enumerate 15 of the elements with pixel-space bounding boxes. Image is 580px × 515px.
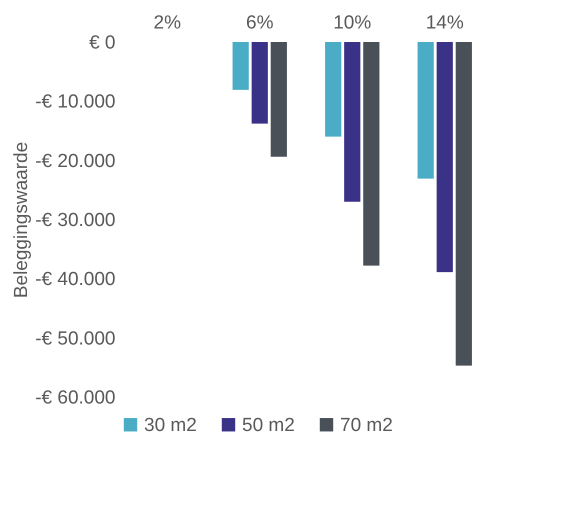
- x-tick-label: 2%: [154, 12, 182, 34]
- y-tick-label: -€ 60.000: [35, 388, 116, 408]
- legend-label: 70 m2: [340, 414, 393, 436]
- x-tick-label: 14%: [426, 12, 464, 34]
- x-tick-label: 6%: [246, 12, 274, 34]
- y-axis-title: Beleggingswaarde: [11, 142, 32, 298]
- y-tick-label: -€ 10.000: [35, 92, 116, 113]
- y-tick-label: -€ 50.000: [35, 328, 116, 350]
- legend-label: 30 m2: [144, 414, 197, 436]
- legend-label: 50 m2: [242, 414, 295, 436]
- x-tick-label: 10%: [333, 12, 372, 34]
- y-tick-label: -€ 20.000: [35, 150, 116, 172]
- y-tick-label: -€ 40.000: [35, 269, 116, 290]
- y-tick-label: € 0: [89, 32, 116, 54]
- y-tick-label: -€ 30.000: [35, 210, 116, 231]
